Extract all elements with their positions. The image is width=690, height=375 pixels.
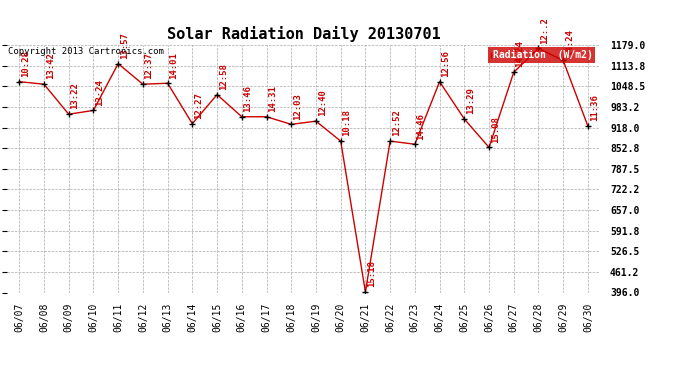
Text: 10:18: 10:18 [342,110,351,136]
Text: 14:31: 14:31 [268,85,277,112]
Text: 12:52: 12:52 [392,110,401,136]
Text: 13:22: 13:22 [70,82,79,110]
Text: 15:18: 15:18 [367,260,376,287]
Text: 14:24: 14:24 [515,40,524,68]
Text: 12:56: 12:56 [442,50,451,77]
Text: 12:.2: 12:.2 [540,17,549,44]
Text: 12:37: 12:37 [145,53,154,80]
Text: 13:42: 13:42 [46,53,55,80]
Text: 12:40: 12:40 [317,90,326,116]
Text: 13:46: 13:46 [244,85,253,112]
Text: 14:01: 14:01 [169,52,178,78]
Title: Solar Radiation Daily 20130701: Solar Radiation Daily 20130701 [167,27,440,42]
Text: 10:28: 10:28 [21,50,30,77]
Text: 11:36: 11:36 [590,94,599,122]
Text: 13:29: 13:29 [466,87,475,114]
Text: 12:27: 12:27 [194,92,203,119]
Text: 14:24: 14:24 [565,29,574,56]
Text: 13:57: 13:57 [120,32,129,59]
Text: Copyright 2013 Cartronics.com: Copyright 2013 Cartronics.com [8,48,164,57]
Text: 15:08: 15:08 [491,116,500,142]
Text: 12:03: 12:03 [293,93,302,120]
Text: 14:46: 14:46 [417,112,426,140]
Legend: Radiation  (W/m2): Radiation (W/m2) [488,47,595,63]
Text: 12:58: 12:58 [219,63,228,90]
Text: 13:24: 13:24 [95,79,104,106]
